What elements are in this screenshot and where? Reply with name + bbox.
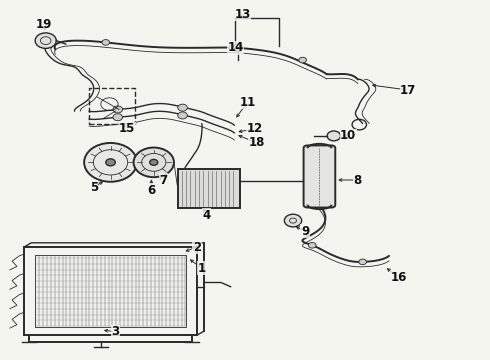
Text: 3: 3 <box>111 325 120 338</box>
Bar <box>24 247 197 335</box>
Circle shape <box>308 242 316 248</box>
Text: 19: 19 <box>36 18 52 31</box>
Circle shape <box>299 57 306 63</box>
Text: 7: 7 <box>159 174 168 186</box>
Text: 5: 5 <box>90 181 98 194</box>
Circle shape <box>134 148 174 177</box>
Circle shape <box>229 45 237 50</box>
Circle shape <box>113 106 122 113</box>
Text: 12: 12 <box>246 122 263 135</box>
Circle shape <box>113 114 122 121</box>
Circle shape <box>359 259 367 265</box>
Text: 17: 17 <box>400 84 416 96</box>
Text: 18: 18 <box>249 136 265 149</box>
FancyBboxPatch shape <box>304 145 335 207</box>
Circle shape <box>106 159 115 166</box>
Circle shape <box>84 143 137 182</box>
Circle shape <box>233 44 243 51</box>
Circle shape <box>327 131 341 141</box>
Text: 1: 1 <box>198 262 206 275</box>
Text: 6: 6 <box>147 184 155 197</box>
Text: 2: 2 <box>193 240 201 253</box>
Circle shape <box>35 33 56 48</box>
Circle shape <box>150 159 158 165</box>
Bar <box>89 88 135 123</box>
Circle shape <box>178 112 187 119</box>
Text: 8: 8 <box>354 174 362 186</box>
Circle shape <box>178 104 187 111</box>
Text: 15: 15 <box>119 122 136 135</box>
Text: 13: 13 <box>235 8 251 21</box>
Text: 14: 14 <box>227 41 244 54</box>
Bar <box>35 255 186 328</box>
Text: 4: 4 <box>202 209 211 222</box>
Text: 11: 11 <box>239 96 255 109</box>
Text: 16: 16 <box>391 270 407 284</box>
Bar <box>178 170 240 208</box>
Text: 9: 9 <box>301 225 309 238</box>
Circle shape <box>284 214 302 227</box>
Circle shape <box>102 40 110 45</box>
Text: 10: 10 <box>340 129 356 143</box>
